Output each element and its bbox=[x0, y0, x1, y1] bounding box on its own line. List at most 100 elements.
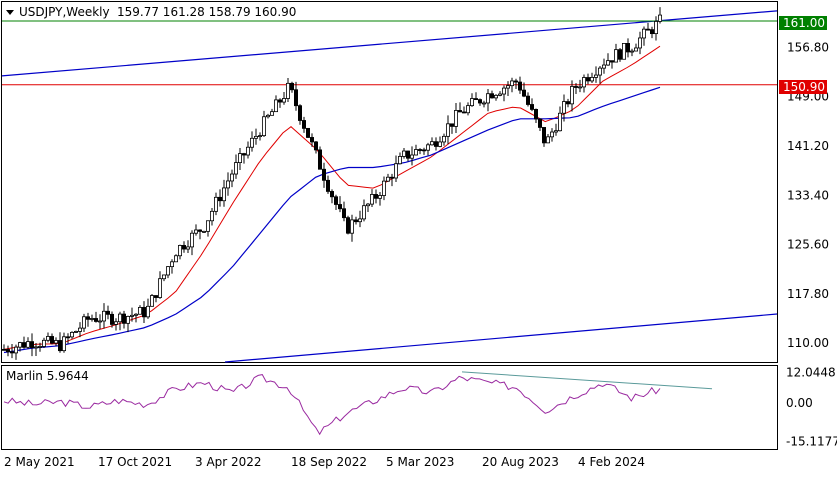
candle-body-down bbox=[534, 109, 539, 120]
time-tick-label: 2 May 2021 bbox=[4, 455, 75, 469]
candle-body-up bbox=[209, 210, 214, 222]
candle-body-up bbox=[261, 116, 266, 137]
candle-body-up bbox=[497, 93, 502, 96]
candle-body-down bbox=[29, 341, 34, 348]
candle-body-up bbox=[249, 137, 254, 148]
candle-body-up bbox=[233, 162, 238, 175]
candle-body-up bbox=[594, 74, 599, 78]
candle-body-down bbox=[197, 229, 202, 232]
candle-body-up bbox=[82, 316, 87, 329]
candle-body-down bbox=[277, 99, 282, 103]
candle-body-up bbox=[361, 205, 366, 220]
candle-body-down bbox=[341, 208, 346, 219]
candle-body-down bbox=[181, 245, 186, 250]
indicator-layer bbox=[3, 371, 713, 436]
candle-body-up bbox=[505, 85, 510, 89]
candle-body-up bbox=[281, 98, 286, 103]
candle-body-up bbox=[42, 339, 47, 347]
candle-body-up bbox=[189, 232, 194, 248]
candle-body-down bbox=[329, 191, 334, 198]
candle-body-up bbox=[558, 112, 563, 132]
candle-body-up bbox=[149, 295, 154, 307]
candle-body-down bbox=[417, 149, 422, 151]
candle-body-down bbox=[141, 307, 146, 318]
candle-body-up bbox=[385, 176, 390, 182]
candle-body-down bbox=[518, 81, 523, 91]
lower-channel-line bbox=[224, 313, 778, 363]
time-tick-label: 5 Mar 2023 bbox=[386, 455, 454, 469]
indicator-axis: 12.0448 0.00 -15.1177 bbox=[786, 365, 837, 448]
candle-body-up bbox=[118, 313, 123, 323]
candle-body-up bbox=[357, 218, 362, 223]
candle-body-up bbox=[253, 135, 258, 139]
candle-body-up bbox=[582, 77, 587, 88]
candle-body-up bbox=[429, 141, 434, 146]
time-tick-label: 18 Sep 2022 bbox=[291, 455, 367, 469]
candle-body-down bbox=[389, 176, 394, 179]
candle-body-up bbox=[614, 49, 619, 63]
candle-body-up bbox=[161, 274, 166, 280]
candle-body-up bbox=[114, 321, 119, 325]
candle-body-up bbox=[550, 131, 555, 138]
candle-body-up bbox=[638, 37, 643, 49]
candle-body-up bbox=[349, 219, 354, 234]
candle-body-down bbox=[313, 141, 318, 151]
candle-body-down bbox=[21, 342, 26, 348]
candle-body-up bbox=[598, 67, 603, 76]
candle-body-down bbox=[473, 98, 478, 101]
price-tick-label: 125.60 bbox=[787, 238, 829, 252]
candle-body-down bbox=[297, 105, 302, 121]
candle-body-down bbox=[353, 219, 358, 223]
candle-body-up bbox=[46, 336, 51, 341]
indicator-tick-label: 0.00 bbox=[786, 396, 813, 410]
ohlc-values: 159.77 161.28 158.79 160.90 bbox=[117, 5, 296, 19]
candle-body-up bbox=[201, 230, 206, 233]
candle-body-down bbox=[405, 150, 410, 159]
candle-body-up bbox=[469, 98, 474, 107]
candle-body-up bbox=[546, 136, 551, 144]
candle-body-up bbox=[409, 154, 414, 159]
candle-body-up bbox=[590, 76, 595, 82]
candle-body-up bbox=[365, 203, 370, 207]
time-tick-label: 17 Oct 2021 bbox=[98, 455, 172, 469]
candle-body-up bbox=[229, 173, 234, 182]
candle-body-up bbox=[157, 278, 162, 298]
red-level-badge bbox=[779, 80, 827, 94]
candle-body-up bbox=[193, 229, 198, 234]
candle-body-up bbox=[642, 28, 647, 39]
candle-body-up bbox=[562, 101, 567, 114]
candle-body-up bbox=[445, 123, 450, 137]
candle-body-up bbox=[654, 21, 659, 35]
main-chart-frame bbox=[1, 1, 778, 363]
candle-body-down bbox=[110, 313, 115, 325]
candle-body-up bbox=[137, 307, 142, 315]
candle-body-down bbox=[489, 93, 494, 99]
candle-body-up bbox=[185, 246, 190, 250]
candle-body-up bbox=[102, 310, 107, 322]
candle-body-down bbox=[9, 351, 14, 354]
candle-body-up bbox=[221, 187, 226, 202]
symbol-label: USDJPY,Weekly bbox=[19, 5, 110, 19]
candle-body-down bbox=[289, 82, 294, 91]
candle-body-up bbox=[273, 99, 278, 113]
candle-body-up bbox=[622, 43, 627, 60]
candle-body-down bbox=[217, 196, 222, 202]
candle-body-down bbox=[646, 28, 651, 31]
candle-body-up bbox=[98, 320, 103, 323]
price-tick-label: 110.00 bbox=[787, 336, 829, 350]
candle-body-down bbox=[530, 104, 535, 110]
candle-body-up bbox=[265, 114, 270, 118]
time-tick-label: 4 Feb 2024 bbox=[578, 455, 645, 469]
symbol-dropdown-icon[interactable] bbox=[6, 10, 14, 15]
candle-body-up bbox=[177, 245, 182, 257]
marlin-oscillator-line bbox=[3, 374, 661, 436]
upper-channel-line bbox=[1, 10, 778, 77]
candle-body-up bbox=[133, 313, 138, 316]
candle-body-up bbox=[165, 266, 170, 276]
candle-body-down bbox=[526, 95, 531, 105]
candle-body-down bbox=[610, 60, 615, 63]
candle-body-down bbox=[337, 204, 342, 210]
indicator-tick-label: -15.1177 bbox=[786, 435, 837, 449]
